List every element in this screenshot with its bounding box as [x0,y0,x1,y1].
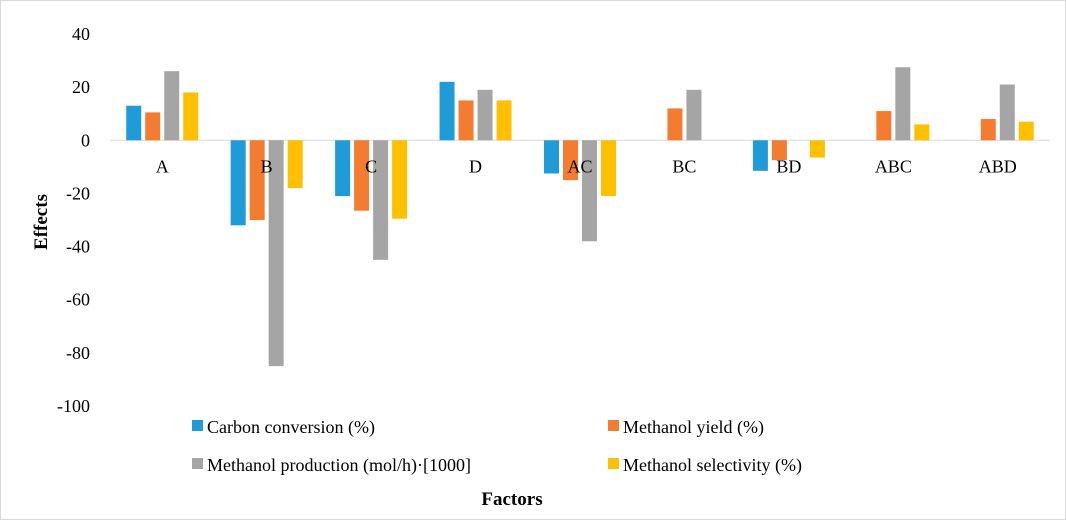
bar-c-series-4 [392,140,408,219]
bar-d-series-1 [439,81,455,141]
legend-swatch [192,458,203,469]
bar-abd-series-2 [980,119,996,141]
x-category-label: B [261,156,273,176]
y-tick-label: 20 [72,77,90,97]
bar-d-series-2 [458,100,474,141]
bar-bc-series-2 [667,108,683,141]
x-category-label: C [365,156,377,176]
x-category-label: BC [672,156,696,176]
x-category-label: ABD [979,156,1017,176]
legend-label: Methanol selectivity (%) [623,455,802,476]
legend-swatch [608,458,619,469]
y-tick-label: -80 [66,343,90,363]
bar-bd-series-2 [771,140,787,161]
x-category-label: D [469,156,482,176]
bar-a-series-3 [164,71,180,141]
x-category-label: A [156,156,169,176]
bar-bd-series-4 [809,140,825,158]
bar-series-group [126,67,1034,367]
x-axis-title: Factors [481,489,542,510]
legend-swatch [608,420,619,431]
y-tick-label: 0 [81,130,90,150]
bar-b-series-2 [249,140,265,220]
bar-abd-series-4 [1018,121,1034,141]
bar-c-series-1 [335,140,351,197]
bar-ac-series-3 [582,140,597,242]
bar-abc-series-4 [914,124,930,141]
bar-ac-series-4 [601,140,616,197]
bar-b-series-1 [230,140,246,226]
legend-label: Methanol production (mol/h)·[1000] [207,455,471,476]
bar-c-series-3 [373,140,389,260]
bar-a-series-1 [126,105,142,141]
bar-abc-series-3 [895,67,911,141]
bar-b-series-4 [287,140,303,189]
bar-b-series-3 [268,140,284,367]
bar-abd-series-3 [999,84,1015,141]
x-axis-category-labels: A B C D AC BC BD ABC ABD [156,156,1017,176]
y-tick-label: -100 [57,396,90,416]
legend: Carbon conversion (%) Methanol yield (%) M… [192,417,802,476]
x-category-label: ABC [875,156,912,176]
y-tick-label: 40 [72,24,90,44]
x-category-label: BD [776,156,801,176]
bar-d-series-4 [496,100,512,141]
y-axis-title: Effects [31,194,52,250]
legend-label: Methanol yield (%) [623,417,764,438]
y-tick-label: -20 [66,183,90,203]
bar-a-series-4 [183,92,199,141]
y-tick-label: -40 [66,237,90,257]
bar-bc-series-3 [686,89,702,141]
bar-ac-series-1 [544,140,559,174]
bar-abc-series-2 [876,111,892,141]
y-axis-tick-labels: 40 20 0 -20 -40 -60 -80 -100 [57,24,90,416]
bar-ac-series-2 [563,140,578,181]
bar-bd-series-1 [752,140,768,171]
legend-swatch [192,420,203,431]
legend-label: Carbon conversion (%) [207,417,375,438]
bar-d-series-3 [477,89,493,141]
bar-c-series-2 [354,140,370,211]
y-tick-label: -60 [66,290,90,310]
bar-a-series-2 [145,112,161,141]
x-category-label: AC [567,156,592,176]
